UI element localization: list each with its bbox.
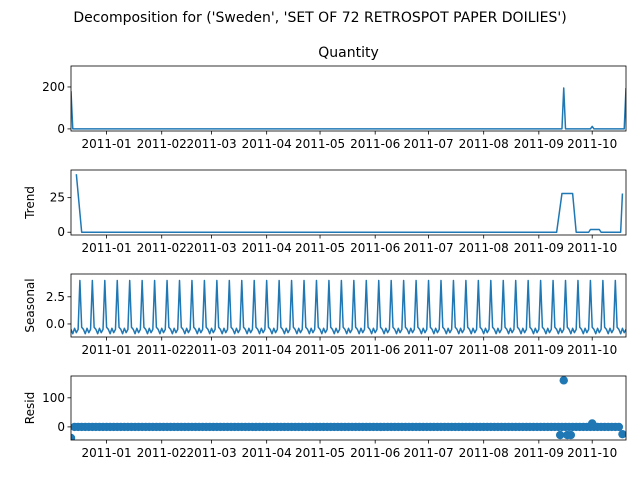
resid-point — [555, 430, 565, 440]
panel-title-observed: Quantity — [318, 45, 379, 61]
xtick-label: 2011-02 — [137, 343, 187, 357]
xtick-label: 2011-10 — [567, 137, 617, 151]
ylabel-trend: Trend — [23, 186, 37, 220]
xtick-label: 2011-04 — [242, 343, 292, 357]
xtick-label: 2011-06 — [350, 241, 400, 255]
xtick-label: 2011-10 — [567, 241, 617, 255]
xtick-label: 2011-04 — [242, 137, 292, 151]
xtick-label: 2011-08 — [459, 343, 509, 357]
ytick-label: 0.0 — [46, 317, 65, 331]
xtick-label: 2011-07 — [403, 446, 453, 460]
line-trend — [75, 174, 624, 233]
resid-point — [71, 433, 76, 440]
xtick-label: 2011-10 — [567, 446, 617, 460]
xtick-label: 2011-01 — [82, 343, 132, 357]
xtick-label: 2011-08 — [459, 241, 509, 255]
xtick-label: 2011-08 — [459, 446, 509, 460]
ytick-label: 0 — [57, 420, 65, 434]
xtick-label: 2011-03 — [186, 343, 236, 357]
xtick-label: 2011-02 — [137, 137, 187, 151]
xtick-label: 2011-02 — [137, 446, 187, 460]
ytick-label: 0 — [57, 122, 65, 136]
series-resid — [71, 376, 626, 440]
xtick-label: 2011-10 — [567, 343, 617, 357]
panel-observed: Quantity 0 200 2011-01 2011-02 2011-03 2011-04… — [42, 45, 627, 151]
xtick-label: 2011-09 — [514, 446, 564, 460]
xtick-label: 2011-04 — [242, 241, 292, 255]
series-trend — [75, 174, 624, 233]
xtick-label: 2011-08 — [459, 137, 509, 151]
xtick-label: 2011-03 — [186, 446, 236, 460]
series-seasonal — [71, 279, 626, 335]
xtick-label: 2011-01 — [82, 137, 132, 151]
resid-point — [566, 430, 576, 440]
resid-point — [588, 419, 597, 428]
resid-point — [559, 376, 568, 385]
ytick-label: 25 — [50, 191, 65, 205]
xtick-label: 2011-04 — [242, 446, 292, 460]
ytick-label: 2.5 — [46, 290, 65, 304]
axes-frame-seasonal — [70, 273, 627, 338]
xtick-label: 2011-01 — [82, 446, 132, 460]
xtick-label: 2011-09 — [514, 241, 564, 255]
axes-frame-observed — [70, 65, 627, 132]
xtick-label: 2011-05 — [295, 241, 345, 255]
xtick-label: 2011-06 — [350, 343, 400, 357]
axes-frame-resid — [70, 375, 627, 441]
xtick-label: 2011-07 — [403, 241, 453, 255]
ytick-label: 0 — [57, 225, 65, 239]
xtick-label: 2011-09 — [514, 343, 564, 357]
xtick-label: 2011-03 — [186, 241, 236, 255]
resid-point — [618, 429, 626, 439]
axes-frame-trend — [70, 169, 627, 236]
xtick-label: 2011-09 — [514, 137, 564, 151]
ylabel-seasonal: Seasonal — [23, 278, 37, 332]
xtick-label: 2011-03 — [186, 137, 236, 151]
xtick-label: 2011-07 — [403, 343, 453, 357]
xtick-label: 2011-05 — [295, 446, 345, 460]
xtick-label: 2011-05 — [295, 343, 345, 357]
series-observed — [71, 87, 626, 130]
xtick-label: 2011-06 — [350, 137, 400, 151]
line-observed — [71, 87, 626, 130]
panel-seasonal: Seasonal 0.0 2.5 2011-01 2011-02 2011-03 2011-… — [23, 273, 627, 357]
xtick-label: 2011-01 — [82, 241, 132, 255]
ytick-label: 200 — [42, 80, 65, 94]
resid-point — [614, 422, 624, 432]
figure-suptitle: Decomposition for ('Sweden', 'SET OF 72 … — [73, 10, 566, 26]
xtick-label: 2011-05 — [295, 137, 345, 151]
ytick-label: 100 — [42, 391, 65, 405]
xtick-label: 2011-02 — [137, 241, 187, 255]
xtick-label: 2011-06 — [350, 446, 400, 460]
line-seasonal — [71, 279, 626, 335]
ylabel-resid: Resid — [23, 392, 37, 424]
xtick-label: 2011-07 — [403, 137, 453, 151]
